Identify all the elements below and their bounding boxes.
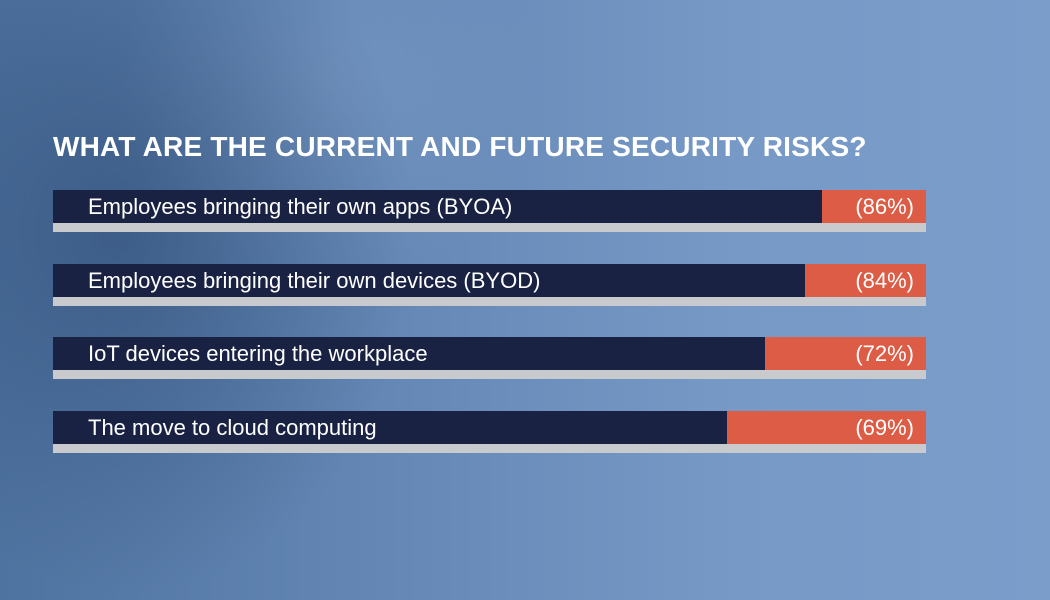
- bar-label: The move to cloud computing: [88, 414, 377, 440]
- bar-baseline: [53, 370, 926, 379]
- bar-fill: Employees bringing their own devices (BY…: [53, 264, 805, 297]
- bar-label: Employees bringing their own apps (BYOA): [88, 193, 513, 219]
- bar-value-box: (86%): [822, 190, 926, 223]
- bar-value: (72%): [855, 340, 914, 366]
- bar-label: IoT devices entering the workplace: [88, 340, 428, 366]
- bar-value-box: (72%): [765, 337, 926, 370]
- bar-baseline: [53, 297, 926, 306]
- bar-fill: Employees bringing their own apps (BYOA): [53, 190, 822, 223]
- bar: Employees bringing their own apps (BYOA)…: [53, 190, 926, 223]
- bar-value: (69%): [855, 414, 914, 440]
- bar-row: IoT devices entering the workplace (72%): [53, 337, 926, 379]
- bar-row: Employees bringing their own apps (BYOA)…: [53, 190, 926, 232]
- bar: Employees bringing their own devices (BY…: [53, 264, 926, 297]
- bar-fill: The move to cloud computing: [53, 411, 727, 444]
- bar-value: (86%): [855, 193, 914, 219]
- bar: IoT devices entering the workplace (72%): [53, 337, 926, 370]
- chart-title: WHAT ARE THE CURRENT AND FUTURE SECURITY…: [53, 131, 867, 162]
- bar-value: (84%): [855, 267, 914, 293]
- bar-row: The move to cloud computing (69%): [53, 411, 926, 453]
- bar-fill: IoT devices entering the workplace: [53, 337, 765, 370]
- bar-value-box: (84%): [805, 264, 926, 297]
- bar-value-box: (69%): [727, 411, 926, 444]
- bar-baseline: [53, 223, 926, 232]
- bar-baseline: [53, 444, 926, 453]
- bar-label: Employees bringing their own devices (BY…: [88, 267, 541, 293]
- bar-row: Employees bringing their own devices (BY…: [53, 264, 926, 306]
- bar: The move to cloud computing (69%): [53, 411, 926, 444]
